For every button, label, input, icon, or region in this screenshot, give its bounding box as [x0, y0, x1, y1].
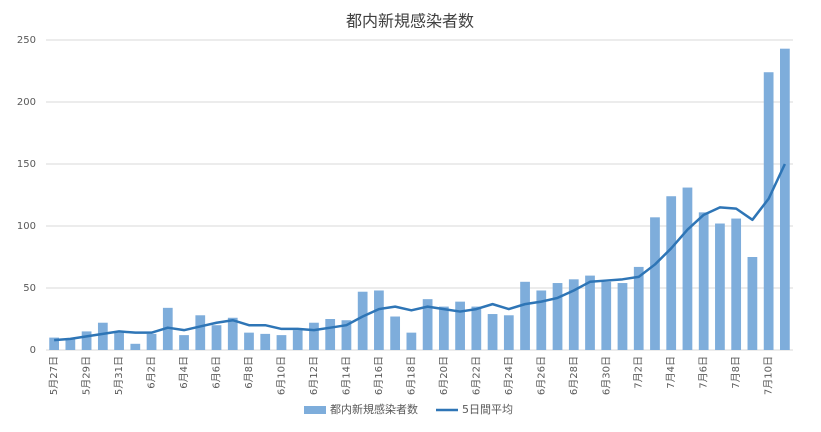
x-tick-label: 6月14日: [340, 356, 352, 395]
bar: [211, 325, 222, 350]
bar: [341, 320, 352, 350]
bar: [227, 317, 238, 350]
bar: [487, 314, 498, 350]
legend-label: 5日間平均: [462, 403, 513, 416]
bar: [601, 281, 612, 350]
y-tick-label: 0: [30, 345, 36, 356]
bar: [276, 335, 287, 350]
y-tick-label: 200: [17, 97, 36, 108]
bar: [715, 223, 725, 350]
x-tick-label: 6月26日: [535, 356, 547, 395]
x-tick-label: 6月8日: [243, 356, 255, 389]
x-tick-label: 5月29日: [81, 356, 93, 395]
bar: [195, 315, 206, 350]
bar: [325, 319, 336, 350]
x-tick-label: 6月6日: [211, 356, 223, 389]
chart-title: 都内新規感染者数: [346, 12, 474, 31]
bar: [438, 306, 449, 350]
x-tick-label: 6月28日: [568, 356, 580, 395]
line: [54, 163, 787, 342]
bar: [520, 281, 530, 350]
x-tick-label: 7月2日: [633, 356, 645, 389]
x-tick-label: 6月24日: [503, 356, 515, 395]
bar: [374, 290, 384, 350]
bar: [114, 332, 124, 350]
y-tick-label: 150: [17, 159, 36, 170]
x-tick-label: 7月4日: [665, 356, 677, 389]
bar: [731, 218, 742, 350]
x-tick-label: 6月30日: [600, 356, 612, 395]
bar: [406, 332, 417, 350]
bar: [780, 48, 790, 351]
y-tick-label: 250: [17, 35, 36, 46]
bar: [65, 338, 76, 350]
bar: [633, 266, 644, 350]
bar: [49, 337, 59, 350]
x-tick-label: 6月10日: [275, 356, 287, 395]
bar: [292, 330, 303, 350]
bar: [747, 257, 758, 350]
bar: [682, 187, 693, 350]
bar: [536, 290, 547, 350]
bar: [179, 335, 189, 350]
bar: [309, 322, 319, 350]
y-tick-label: 50: [23, 283, 36, 294]
bar: [130, 343, 141, 350]
x-tick-label: 6月4日: [178, 356, 190, 389]
x-tick-label: 7月8日: [730, 356, 742, 389]
bar: [390, 316, 401, 350]
bar: [666, 196, 677, 350]
x-tick-label: 6月12日: [308, 356, 320, 395]
bar: [455, 301, 465, 350]
legend-label: 都内新規感染者数: [330, 402, 418, 416]
bar: [244, 332, 254, 350]
x-tick-label: 5月31日: [113, 356, 125, 395]
bar: [97, 322, 108, 350]
x-tick-label: 6月2日: [146, 356, 158, 389]
x-tick-label: 6月20日: [438, 356, 450, 395]
bar: [698, 212, 709, 350]
bar: [260, 333, 271, 350]
bar: [568, 279, 579, 350]
y-tick-label: 100: [17, 221, 36, 232]
x-tick-label: 6月16日: [373, 356, 385, 395]
x-tick-label: 5月27日: [48, 356, 60, 395]
bar: [357, 291, 368, 350]
x-tick-label: 7月6日: [698, 356, 710, 389]
bar: [146, 333, 157, 350]
bar: [617, 283, 628, 350]
bar: [552, 283, 563, 350]
bar: [422, 299, 433, 350]
bar: [585, 275, 595, 350]
bar: [763, 72, 774, 351]
bar: [650, 217, 660, 350]
bar: [503, 315, 514, 350]
legend-swatch: [304, 406, 326, 414]
bar: [81, 331, 92, 350]
x-tick-label: 6月18日: [405, 356, 417, 395]
x-tick-label: 7月10日: [763, 356, 775, 395]
bar: [471, 306, 482, 350]
x-tick-label: 6月22日: [470, 356, 482, 395]
